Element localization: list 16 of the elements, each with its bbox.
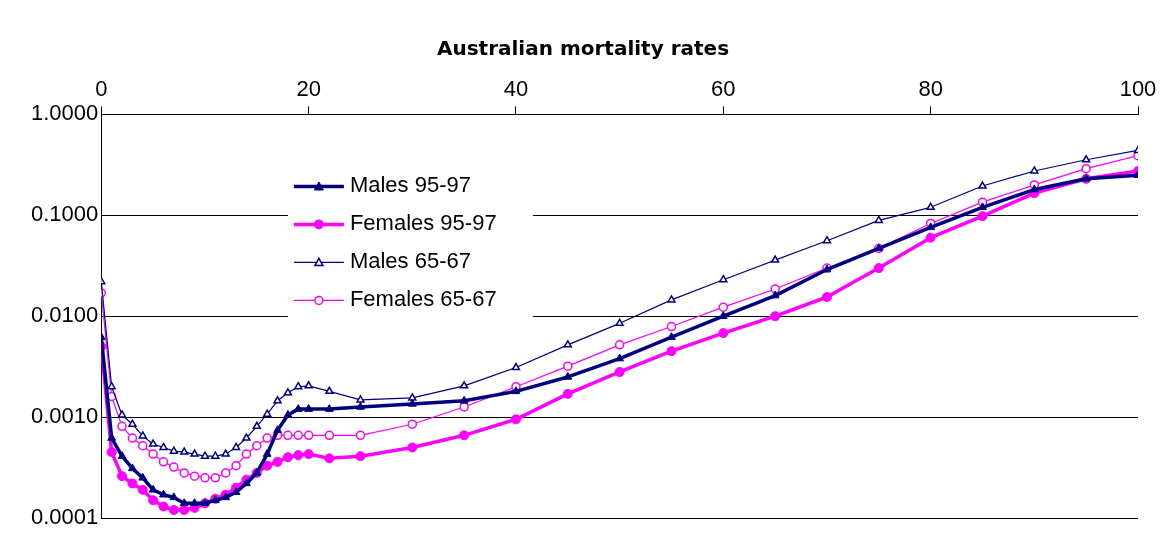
- x-tick-label: 100: [1119, 76, 1157, 102]
- y-tick-label: 0.0100: [30, 302, 99, 328]
- legend-label: Females 65-67: [349, 286, 497, 312]
- y-tick-label: 0.0010: [30, 403, 99, 429]
- y-tick-label: 1.0000: [30, 100, 99, 126]
- y-tick-label: 0.0001: [30, 504, 99, 530]
- x-tick-label: 20: [296, 76, 321, 102]
- chart-title: Australian mortality rates: [436, 36, 730, 61]
- legend-label: Males 65-67: [349, 248, 471, 274]
- x-tick-label: 40: [503, 76, 529, 102]
- y-tick-label: 0.1000: [30, 201, 99, 227]
- x-tick-label: 0: [95, 76, 108, 102]
- x-tick-label: 60: [711, 76, 736, 102]
- legend-label: Males 95-97: [349, 172, 471, 198]
- x-tick-label: 80: [918, 76, 943, 102]
- legend-label: Females 95-97: [349, 210, 497, 236]
